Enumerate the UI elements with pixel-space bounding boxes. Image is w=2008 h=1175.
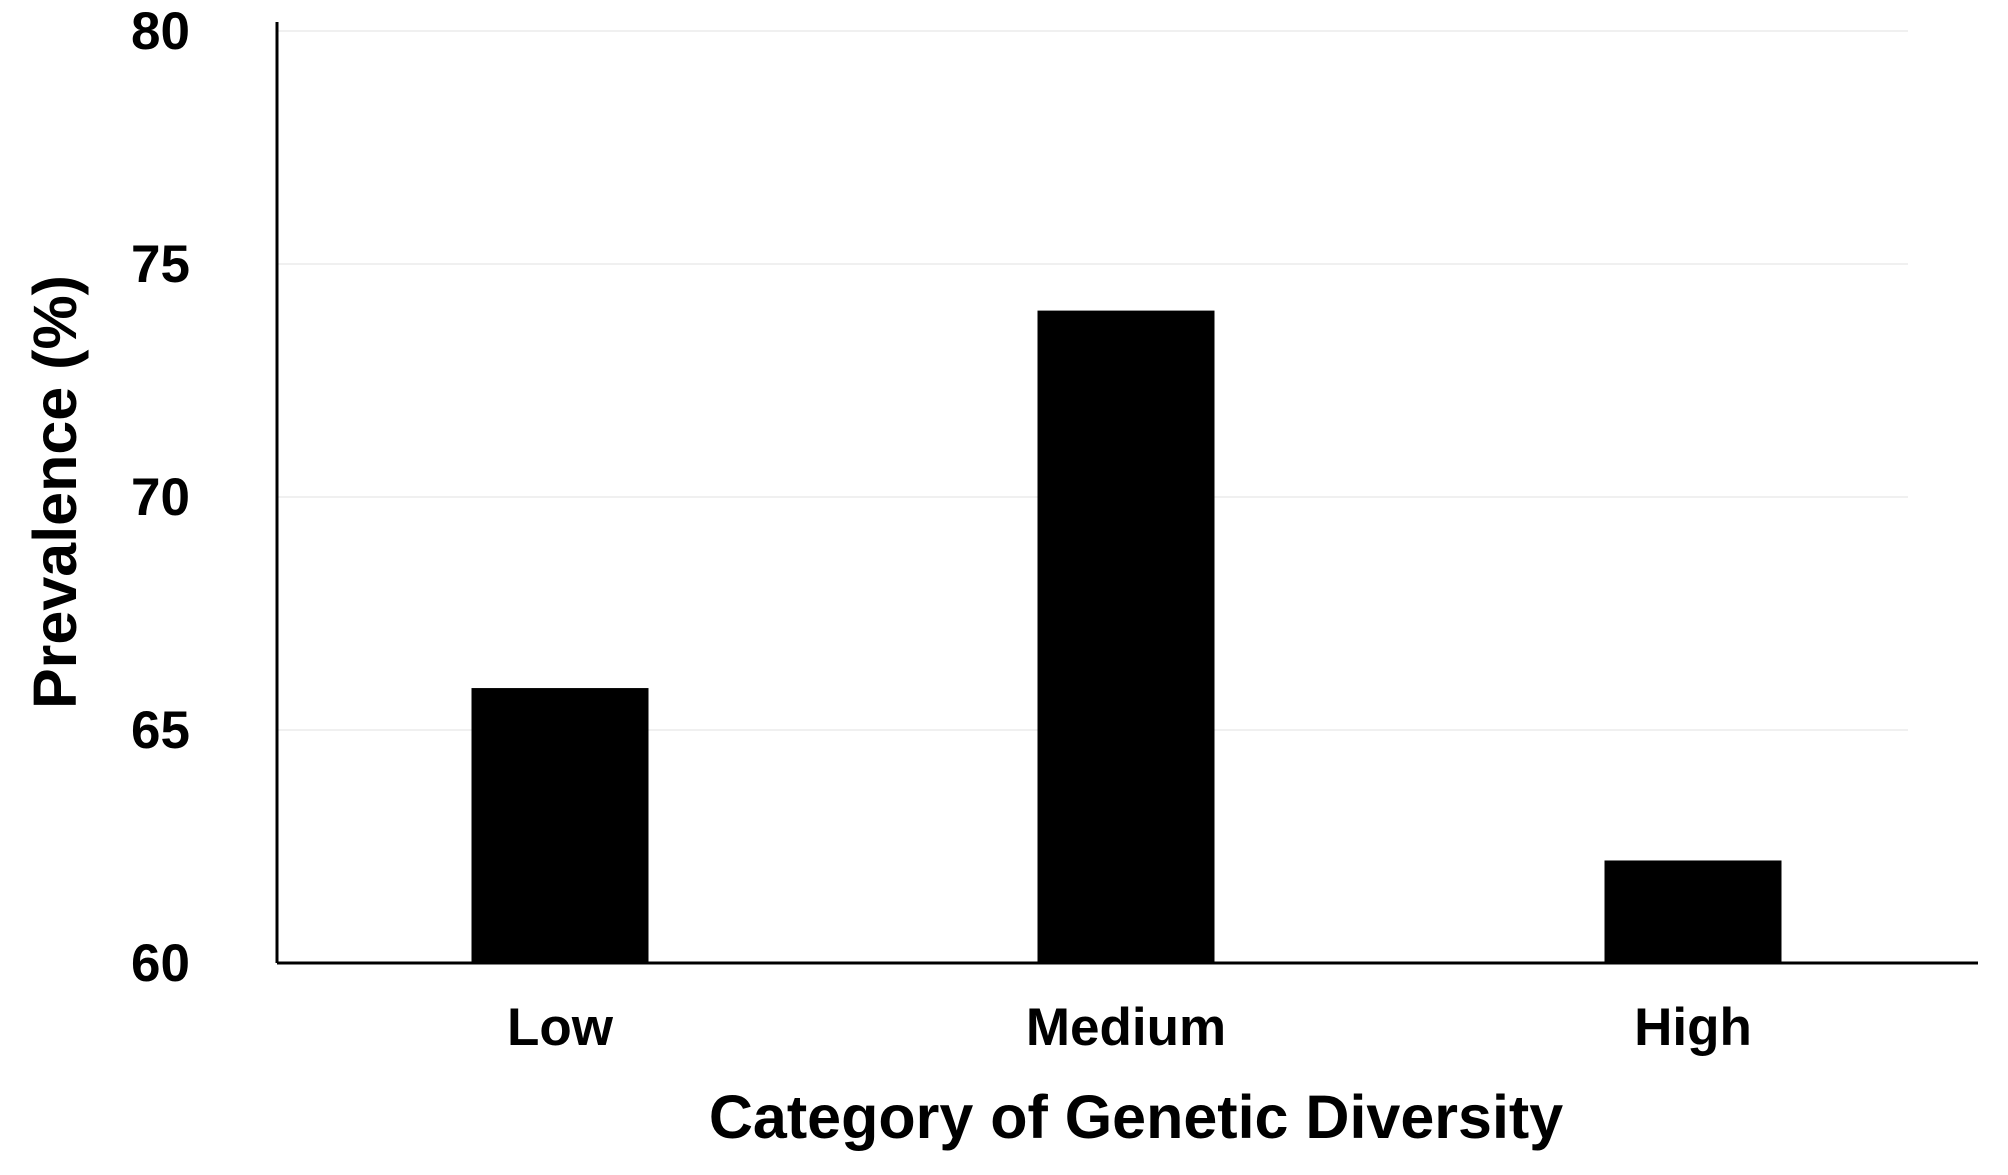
x-tick-labels: Low Medium High (507, 998, 1752, 1057)
y-tick-label: 70 (131, 468, 190, 527)
y-tick-label: 80 (131, 2, 190, 61)
bars (471, 310, 1782, 964)
axes (275, 22, 1978, 965)
y-tick-label: 65 (131, 701, 190, 760)
x-tick-label-high: High (1634, 998, 1752, 1057)
y-tick-labels: 60 65 70 75 80 (131, 2, 190, 993)
y-tick-label: 60 (131, 934, 190, 993)
bar-low (471, 688, 649, 963)
bar-medium (1037, 310, 1215, 964)
bar-high (1604, 860, 1782, 963)
x-tick-label-low: Low (507, 998, 614, 1057)
y-axis-title: Prevalence (%) (21, 275, 89, 709)
x-axis-title: Category of Genetic Diversity (709, 1083, 1563, 1151)
y-tick-label: 75 (131, 235, 190, 294)
x-tick-label-medium: Medium (1026, 998, 1226, 1057)
